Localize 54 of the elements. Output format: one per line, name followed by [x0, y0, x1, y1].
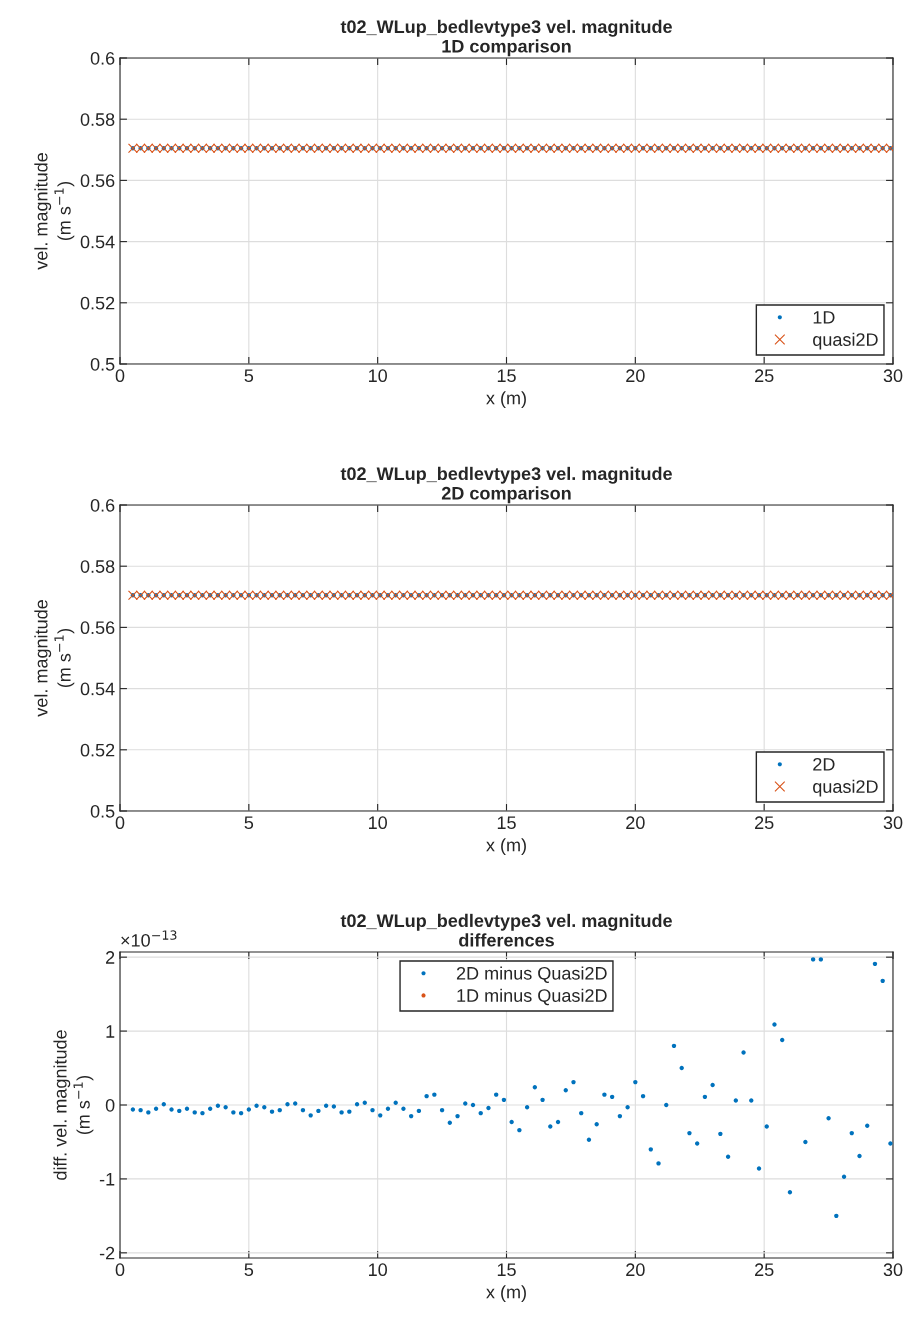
x-tick-label: 25	[755, 1263, 774, 1277]
x-tick-label: 10	[369, 1263, 387, 1277]
chart-title: t02_WLup_bedlevtype3 vel. magnitude 1D comparison	[340, 19, 672, 57]
y-tick-label: -2	[99, 1246, 115, 1260]
legend-label: 2D	[813, 757, 835, 771]
x-tick-label: 30	[883, 816, 903, 830]
text: ×10$^{−13}$	[121, 930, 177, 947]
x-tick-label: 0	[115, 369, 125, 383]
x-tick-label: 0	[115, 1263, 125, 1277]
x-tick-label: 5	[244, 1263, 254, 1277]
x-tick-label: 5	[244, 369, 254, 383]
x-tick-label: 15	[497, 1263, 516, 1277]
x-axis-title: x (m)	[486, 838, 526, 856]
x-tick-label: 30	[883, 369, 903, 383]
x-tick-label: 0	[115, 816, 125, 830]
y-tick-label: 0.56	[80, 621, 115, 635]
legend-label: 1D	[813, 311, 835, 324]
y-axis-title: diff. vel. magnitude (m s$^{−1}$)	[53, 1030, 94, 1180]
y-tick-label: 2	[106, 951, 115, 964]
y-tick-label: 0.56	[80, 174, 115, 188]
x-tick-label: 30	[883, 1263, 903, 1277]
y-tick-label: 0.52	[80, 743, 115, 757]
x-axis-title: x (m)	[486, 1285, 526, 1303]
legend-label: 1D minus Quasi2D	[457, 988, 607, 1006]
x-tick-label: 15	[497, 816, 516, 830]
y-tick-label: 0	[105, 1098, 115, 1112]
y-axis-title: vel. magnitude (m s$^{−1}$)	[34, 600, 75, 717]
y-tick-label: -1	[99, 1173, 115, 1186]
x-tick-label: 15	[497, 369, 516, 383]
x-tick-label: 5	[244, 816, 254, 830]
x-tick-label: 10	[369, 816, 387, 830]
y-tick-label: 1	[106, 1025, 115, 1038]
y-tick-label: 0.52	[80, 296, 115, 310]
y-tick-label: 0.58	[80, 113, 115, 126]
x-tick-label: 20	[626, 1263, 645, 1277]
y-tick-label: 0.5	[90, 804, 115, 818]
chart-title: t02_WLup_bedlevtype3 vel. magnitude 2D comparison	[340, 466, 672, 504]
y-tick-label: 0.5	[90, 357, 115, 371]
legend-label: quasi2D	[813, 332, 878, 350]
x-tick-label: 10	[369, 369, 387, 383]
legend-label: quasi2D	[813, 779, 878, 797]
y-tick-label: 0.54	[80, 235, 115, 249]
legend-label: 2D minus Quasi2D	[456, 966, 607, 983]
y-tick-label: 0.54	[80, 682, 115, 696]
y-tick-label: 0.6	[90, 51, 115, 65]
y-axis-title: vel. magnitude (m s$^{−1}$)	[34, 153, 75, 270]
y-tick-label: 0.6	[90, 498, 115, 512]
x-tick-label: 25	[755, 369, 774, 383]
x-axis-title: x (m)	[486, 391, 526, 409]
y-tick-label: 0.58	[80, 560, 115, 573]
x-tick-label: 20	[626, 369, 645, 383]
x-tick-label: 20	[626, 816, 645, 830]
chart-title: t02_WLup_bedlevtype3 vel. magnitude differences	[340, 913, 672, 947]
x-tick-label: 25	[755, 816, 774, 830]
